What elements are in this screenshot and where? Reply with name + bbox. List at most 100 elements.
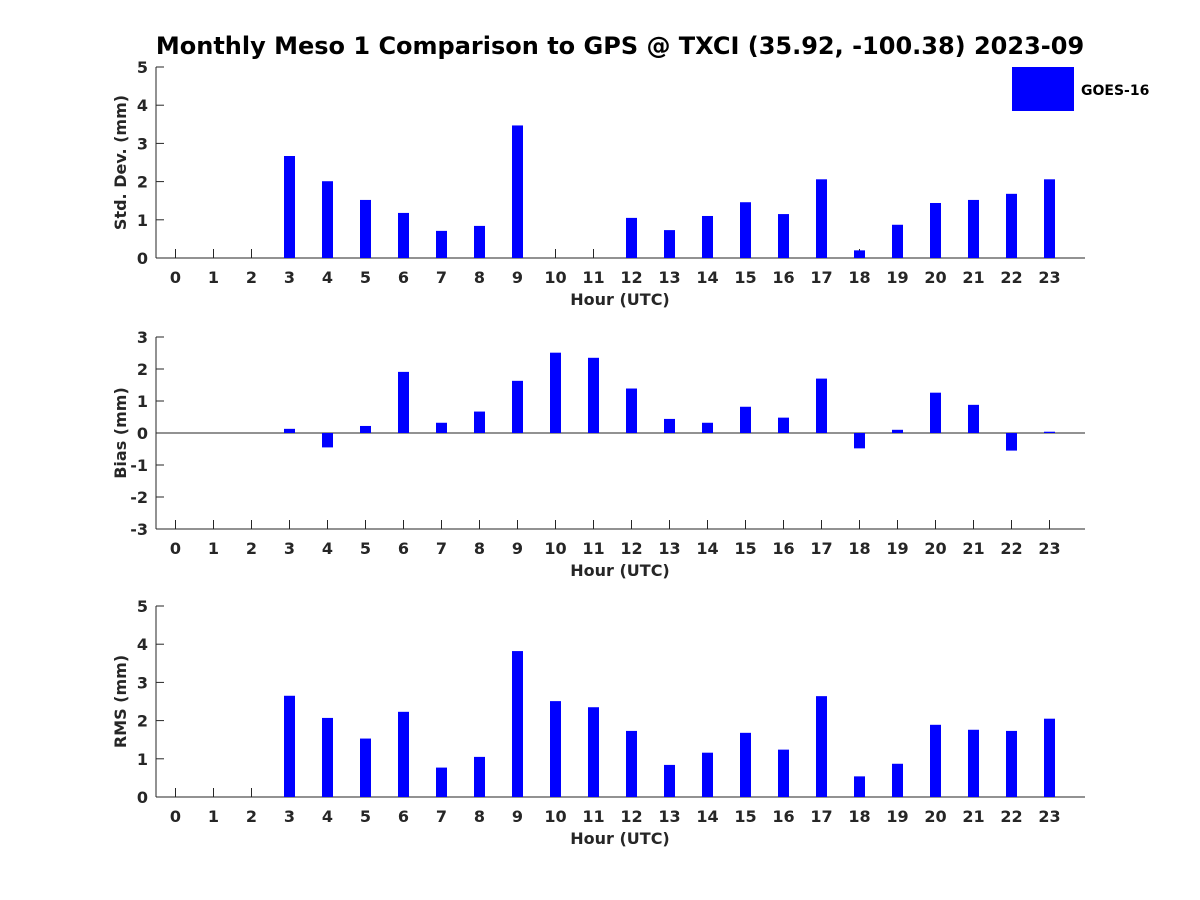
y-axis-label: Bias (mm) (111, 387, 130, 479)
bar-hour-12 (626, 217, 637, 258)
y-tick-label: 1 (137, 750, 148, 769)
bar-hour-23 (1044, 718, 1055, 797)
x-tick-label: 8 (474, 539, 485, 558)
y-tick-label: -2 (130, 488, 148, 507)
bar-hour-10 (550, 352, 561, 433)
x-tick-label: 12 (620, 268, 642, 287)
x-tick-label: 10 (544, 539, 566, 558)
x-tick-label: 9 (512, 539, 523, 558)
x-tick-label: 9 (512, 268, 523, 287)
bar-hour-20 (930, 724, 941, 797)
x-tick-label: 14 (696, 539, 718, 558)
y-tick-label: 4 (137, 96, 148, 115)
x-tick-label: 11 (582, 268, 604, 287)
x-tick-label: 10 (544, 268, 566, 287)
bar-hour-3 (284, 156, 295, 258)
x-tick-label: 23 (1038, 807, 1060, 826)
y-tick-label: -3 (130, 520, 148, 539)
y-tick-label: 0 (137, 424, 148, 443)
bar-hour-21 (968, 729, 979, 797)
bar-hour-23 (1044, 179, 1055, 258)
x-tick-label: 11 (582, 807, 604, 826)
x-tick-label: 18 (848, 268, 870, 287)
y-tick-label: -1 (130, 456, 148, 475)
bar-hour-18 (854, 433, 865, 449)
bar-hour-19 (892, 429, 903, 433)
x-axis-label: Hour (UTC) (570, 561, 670, 580)
x-tick-label: 13 (658, 268, 680, 287)
legend-swatch (1012, 67, 1074, 111)
bar-hour-19 (892, 224, 903, 258)
x-tick-label: 0 (170, 807, 181, 826)
bar-hour-15 (740, 732, 751, 797)
x-tick-label: 5 (360, 539, 371, 558)
bar-hour-17 (816, 179, 827, 258)
x-tick-label: 14 (696, 268, 718, 287)
x-tick-label: 6 (398, 807, 409, 826)
x-tick-label: 16 (772, 807, 794, 826)
x-tick-label: 6 (398, 268, 409, 287)
x-tick-label: 18 (848, 539, 870, 558)
x-tick-label: 17 (810, 539, 832, 558)
x-tick-label: 8 (474, 268, 485, 287)
bar-hour-21 (968, 199, 979, 258)
bar-hour-4 (322, 181, 333, 258)
bar-hour-10 (550, 701, 561, 797)
x-tick-label: 1 (208, 807, 219, 826)
y-tick-label: 5 (137, 597, 148, 616)
x-tick-label: 0 (170, 268, 181, 287)
bar-hour-8 (474, 225, 485, 258)
bar-hour-8 (474, 756, 485, 797)
bar-hour-6 (398, 711, 409, 797)
bar-hour-19 (892, 763, 903, 797)
bar-hour-12 (626, 730, 637, 797)
bar-hour-17 (816, 696, 827, 797)
y-tick-label: 1 (137, 211, 148, 230)
x-tick-label: 15 (734, 539, 756, 558)
x-axis-label: Hour (UTC) (570, 829, 670, 848)
y-tick-label: 5 (137, 58, 148, 77)
bar-hour-11 (588, 707, 599, 797)
bar-hour-14 (702, 752, 713, 797)
y-tick-label: 3 (137, 328, 148, 347)
bar-hour-16 (778, 214, 789, 258)
bar-hour-9 (512, 125, 523, 258)
x-tick-label: 17 (810, 807, 832, 826)
x-tick-label: 7 (436, 807, 447, 826)
x-tick-label: 7 (436, 268, 447, 287)
x-tick-label: 21 (962, 268, 984, 287)
x-tick-label: 12 (620, 807, 642, 826)
x-tick-label: 3 (284, 268, 295, 287)
x-tick-label: 23 (1038, 539, 1060, 558)
bar-hour-4 (322, 433, 333, 448)
bar-hour-4 (322, 717, 333, 797)
chart-title: Monthly Meso 1 Comparison to GPS @ TXCI … (156, 32, 1084, 60)
bar-hour-6 (398, 371, 409, 433)
x-tick-label: 12 (620, 539, 642, 558)
bar-hour-3 (284, 428, 295, 433)
x-tick-label: 22 (1000, 539, 1022, 558)
bar-hour-14 (702, 422, 713, 433)
x-tick-label: 3 (284, 807, 295, 826)
x-tick-label: 2 (246, 539, 257, 558)
bar-hour-18 (854, 250, 865, 258)
legend-label: GOES-16 (1081, 83, 1149, 99)
bar-hour-15 (740, 406, 751, 433)
bar-hour-13 (664, 418, 675, 433)
legend: GOES-16 (1012, 67, 1149, 111)
y-tick-label: 3 (137, 673, 148, 692)
bar-hour-5 (360, 738, 371, 797)
x-tick-label: 18 (848, 807, 870, 826)
y-tick-label: 2 (137, 360, 148, 379)
x-tick-label: 4 (322, 539, 333, 558)
bar-hour-8 (474, 411, 485, 433)
y-tick-label: 0 (137, 788, 148, 807)
x-tick-label: 21 (962, 807, 984, 826)
x-tick-label: 22 (1000, 807, 1022, 826)
x-tick-label: 16 (772, 539, 794, 558)
x-tick-label: 5 (360, 807, 371, 826)
x-tick-label: 11 (582, 539, 604, 558)
x-tick-label: 2 (246, 268, 257, 287)
x-tick-label: 17 (810, 268, 832, 287)
x-tick-label: 1 (208, 539, 219, 558)
